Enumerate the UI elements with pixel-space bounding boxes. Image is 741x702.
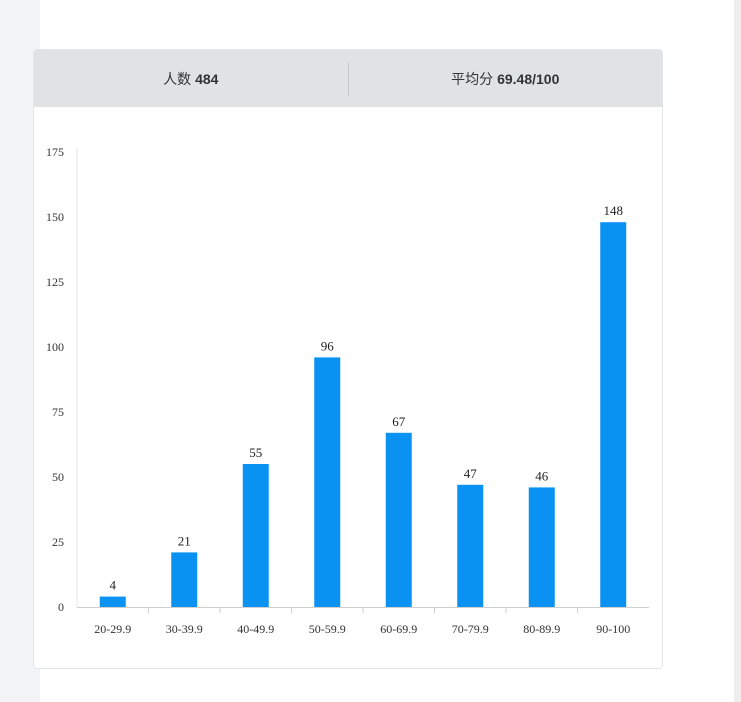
data-label: 148 [604, 203, 624, 218]
bar [171, 552, 198, 607]
y-tick-label: 75 [52, 405, 64, 419]
average-label: 平均分 [451, 70, 494, 87]
x-tick-label: 50-59.9 [309, 622, 346, 636]
y-tick-label: 0 [58, 600, 64, 614]
x-tick-label: 20-29.9 [94, 622, 131, 636]
scroll-strip [734, 0, 741, 702]
data-label: 67 [392, 414, 406, 429]
bar [99, 596, 126, 607]
x-tick-label: 80-89.9 [523, 622, 560, 636]
summary-header: 人数 484 平均分 69.48/100 [34, 50, 662, 107]
y-tick-label: 50 [52, 470, 64, 484]
y-tick-label: 100 [46, 340, 64, 354]
count-label: 人数 [163, 70, 192, 87]
y-tick-label: 175 [46, 145, 64, 159]
y-tick-label: 150 [46, 210, 64, 224]
average-stat: 平均分 69.48/100 [349, 69, 663, 89]
y-tick-label: 125 [46, 275, 64, 289]
data-label: 55 [249, 445, 262, 460]
bar [242, 464, 269, 607]
bar [600, 222, 627, 607]
bar [314, 357, 341, 607]
average-value: 69.48/100 [497, 70, 560, 87]
x-tick-label: 40-49.9 [237, 622, 274, 636]
data-label: 96 [321, 338, 335, 353]
bar [528, 487, 555, 607]
bar [457, 484, 484, 607]
count-value: 484 [195, 70, 219, 87]
data-label: 21 [178, 533, 191, 548]
x-tick-label: 60-69.9 [380, 622, 417, 636]
y-tick-label: 25 [52, 535, 64, 549]
bar [385, 432, 412, 607]
data-label: 4 [110, 578, 117, 593]
bar-chart: 0 25 50 75 100 125 150 175 4 20-29.9 21 30-39.9 55 40… [46, 145, 649, 636]
data-label: 46 [535, 468, 549, 483]
header-divider [347, 61, 349, 96]
x-tick-label: 70-79.9 [452, 622, 489, 636]
count-stat: 人数 484 [34, 69, 348, 89]
data-label: 47 [464, 466, 478, 481]
x-tick-label: 90-100 [596, 622, 630, 636]
score-distribution-card: 人数 484 平均分 69.48/100 0 25 50 75 100 125 150 175 4 2… [33, 49, 663, 669]
x-tick-label: 30-39.9 [166, 622, 203, 636]
